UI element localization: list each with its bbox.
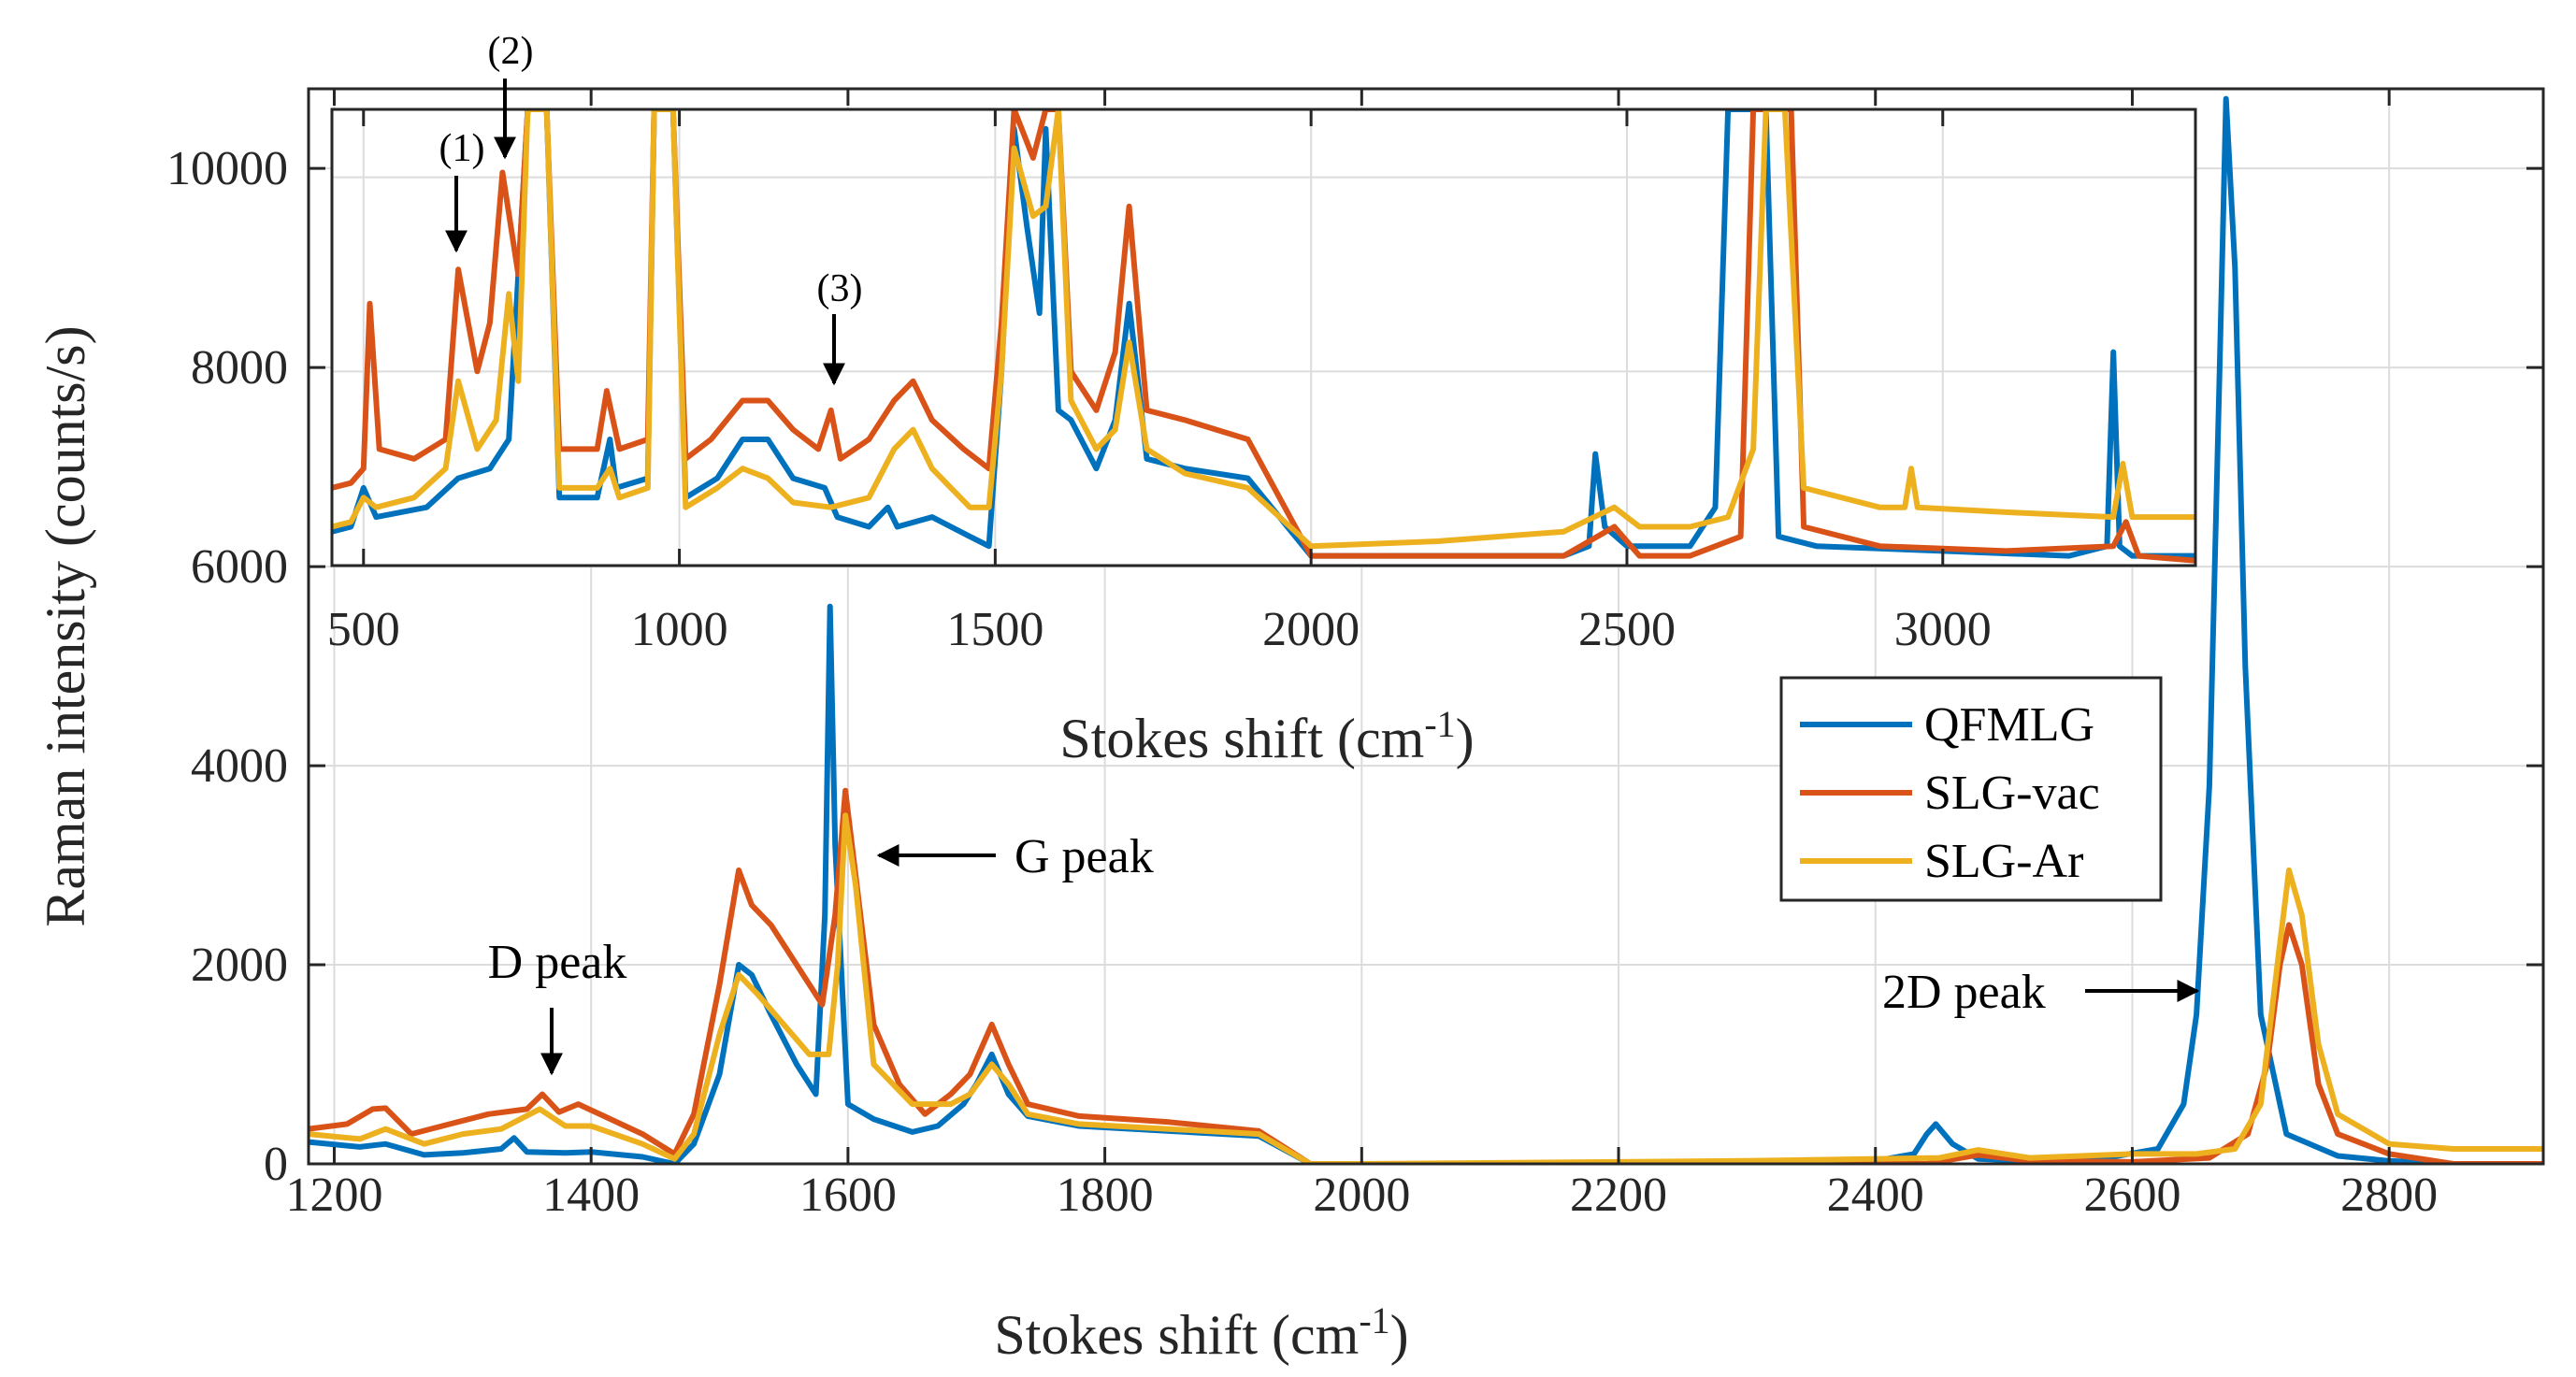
d-peak-label: D peak	[488, 936, 627, 989]
main-y-axis-title: Raman intensity (counts/s)	[35, 325, 96, 926]
legend-label-slg-ar: SLG-Ar	[1924, 835, 2083, 888]
main-x-tick-label: 1800	[1057, 1169, 1154, 1222]
main-x-axis-title: Stokes shift (cm-1)	[994, 1299, 1408, 1366]
main-x-tick-label: 1400	[542, 1169, 640, 1222]
annotations-inset: (1) (2) (3)	[439, 30, 863, 386]
main-x-tick-label: 1600	[799, 1169, 897, 1222]
label-3: (3)	[817, 267, 863, 310]
inset-x-tick-label: 1000	[631, 603, 728, 656]
inset-x-tick-label: 2500	[1578, 603, 1676, 656]
main-x-tick-label: 2200	[1570, 1169, 1667, 1222]
main-x-tick-label: 2000	[1313, 1169, 1410, 1222]
label-2: (2)	[488, 30, 534, 73]
inset-series-slg-ar	[332, 109, 2195, 550]
inset-series-slg-vac	[332, 109, 2195, 564]
inset-plot-lines	[332, 109, 2195, 564]
inset-x-tick-label: 3000	[1894, 603, 1992, 656]
inset-x-tick-label: 1500	[946, 603, 1043, 656]
main-x-tick-label: 1200	[285, 1169, 382, 1222]
main-plot-lines	[309, 95, 2543, 1164]
main-series-slg-ar	[309, 812, 2543, 1164]
main-x-tick-label: 2400	[1827, 1169, 1924, 1222]
inset-x-axis-title: Stokes shift (cm-1)	[1059, 703, 1474, 769]
main-ticks: 1200 1400 1600 1800 2000 2200 2400 2600 2800 0 200…	[166, 89, 2543, 1222]
label-1: (1)	[439, 127, 485, 170]
main-x-tick-label: 2800	[2340, 1169, 2438, 1222]
2d-peak-label: 2D peak	[1882, 966, 2046, 1019]
g-peak-label: G peak	[1015, 830, 1154, 883]
legend-label-qfmlg: QFMLG	[1924, 698, 2094, 752]
main-y-tick-label: 8000	[191, 341, 288, 394]
main-x-tick-label: 2600	[2083, 1169, 2180, 1222]
inset-ticks: 500 1000 1500 2000 2500 3000	[327, 109, 1992, 656]
main-y-tick-label: 4000	[191, 739, 288, 793]
main-series-qfmlg	[309, 95, 2543, 1164]
legend-label-slg-vac: SLG-vac	[1924, 767, 2100, 820]
main-y-tick-label: 10000	[166, 142, 288, 195]
main-y-tick-label: 0	[264, 1138, 288, 1191]
main-y-tick-label: 2000	[191, 939, 288, 992]
annotations-main: D peak G peak 2D peak	[488, 830, 2200, 1076]
main-axes-box	[307, 87, 2545, 1166]
inset-axes-box	[330, 108, 2197, 567]
inset-x-tick-label: 500	[327, 603, 400, 656]
inset-x-tick-label: 2000	[1262, 603, 1360, 656]
legend: QFMLG SLG-vac SLG-Ar	[1779, 676, 2163, 902]
main-y-tick-label: 6000	[191, 540, 288, 594]
